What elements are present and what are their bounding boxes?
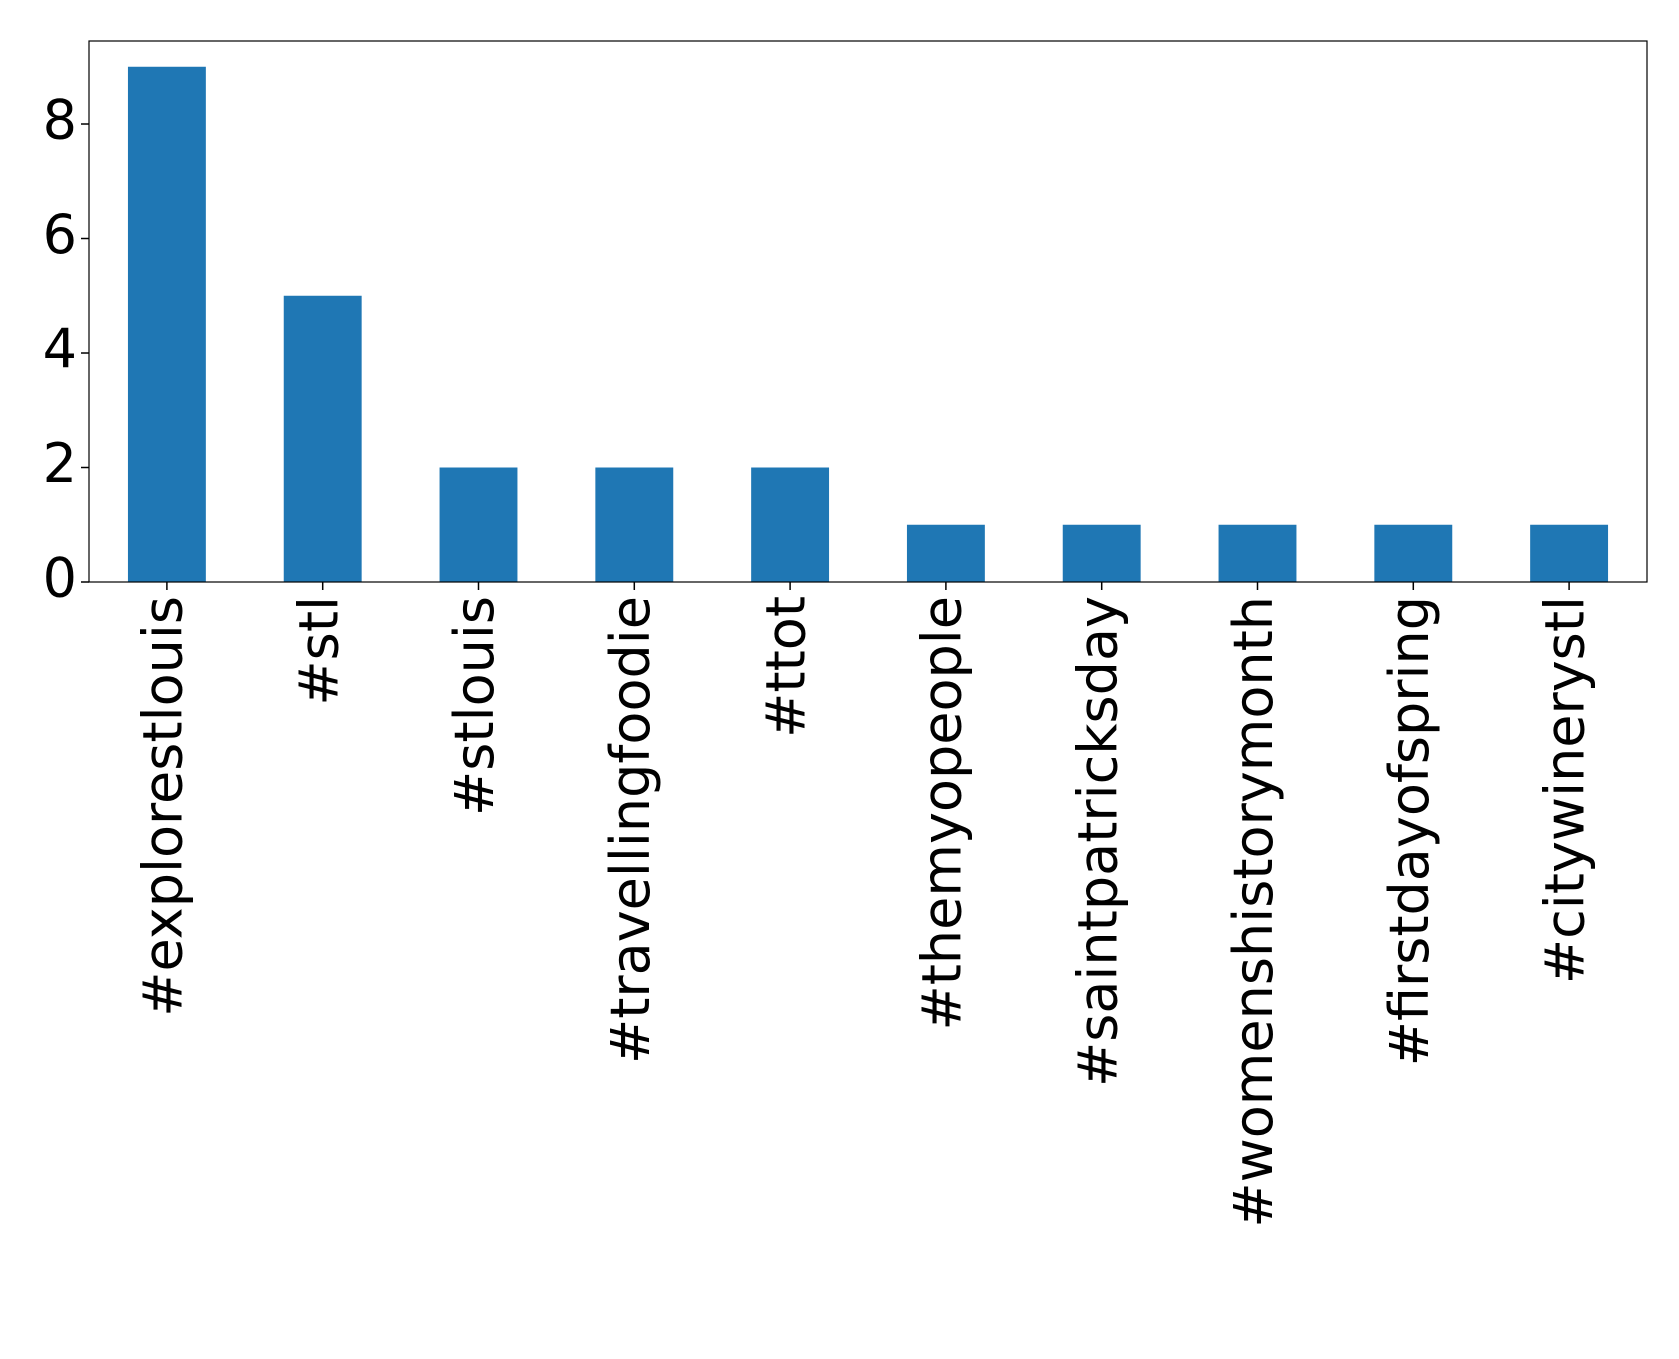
bar bbox=[751, 467, 830, 582]
y-tick-label: 2 bbox=[43, 432, 77, 495]
bar bbox=[439, 467, 518, 582]
x-tick-label: #womenshistorymonth bbox=[1222, 596, 1285, 1228]
bar bbox=[1530, 524, 1609, 582]
x-tick-label: #saintpatricksday bbox=[1066, 596, 1129, 1087]
bar bbox=[1062, 524, 1141, 582]
plot-frame bbox=[88, 40, 1648, 583]
y-tick-label: 4 bbox=[43, 318, 77, 381]
bar bbox=[1374, 524, 1453, 582]
bar bbox=[1218, 524, 1297, 582]
bar bbox=[906, 524, 985, 582]
bar bbox=[127, 66, 206, 582]
y-tick-label: 8 bbox=[43, 89, 77, 152]
bar bbox=[283, 295, 362, 582]
x-tick-label: #citywinerystl bbox=[1534, 596, 1597, 984]
x-tick-label: #ttot bbox=[755, 596, 818, 738]
x-tick-label: #stlouis bbox=[443, 596, 506, 816]
bar bbox=[595, 467, 674, 582]
x-tick-label: #explorestlouis bbox=[132, 596, 195, 1017]
y-tick-label: 6 bbox=[43, 203, 77, 266]
x-tick-label: #themyopeople bbox=[911, 596, 974, 1031]
y-tick-label: 0 bbox=[43, 547, 77, 610]
x-tick-label: #travellingfoodie bbox=[599, 596, 662, 1064]
x-tick-label: #stl bbox=[287, 596, 350, 706]
x-tick-label: #firstdayofspring bbox=[1378, 596, 1441, 1066]
